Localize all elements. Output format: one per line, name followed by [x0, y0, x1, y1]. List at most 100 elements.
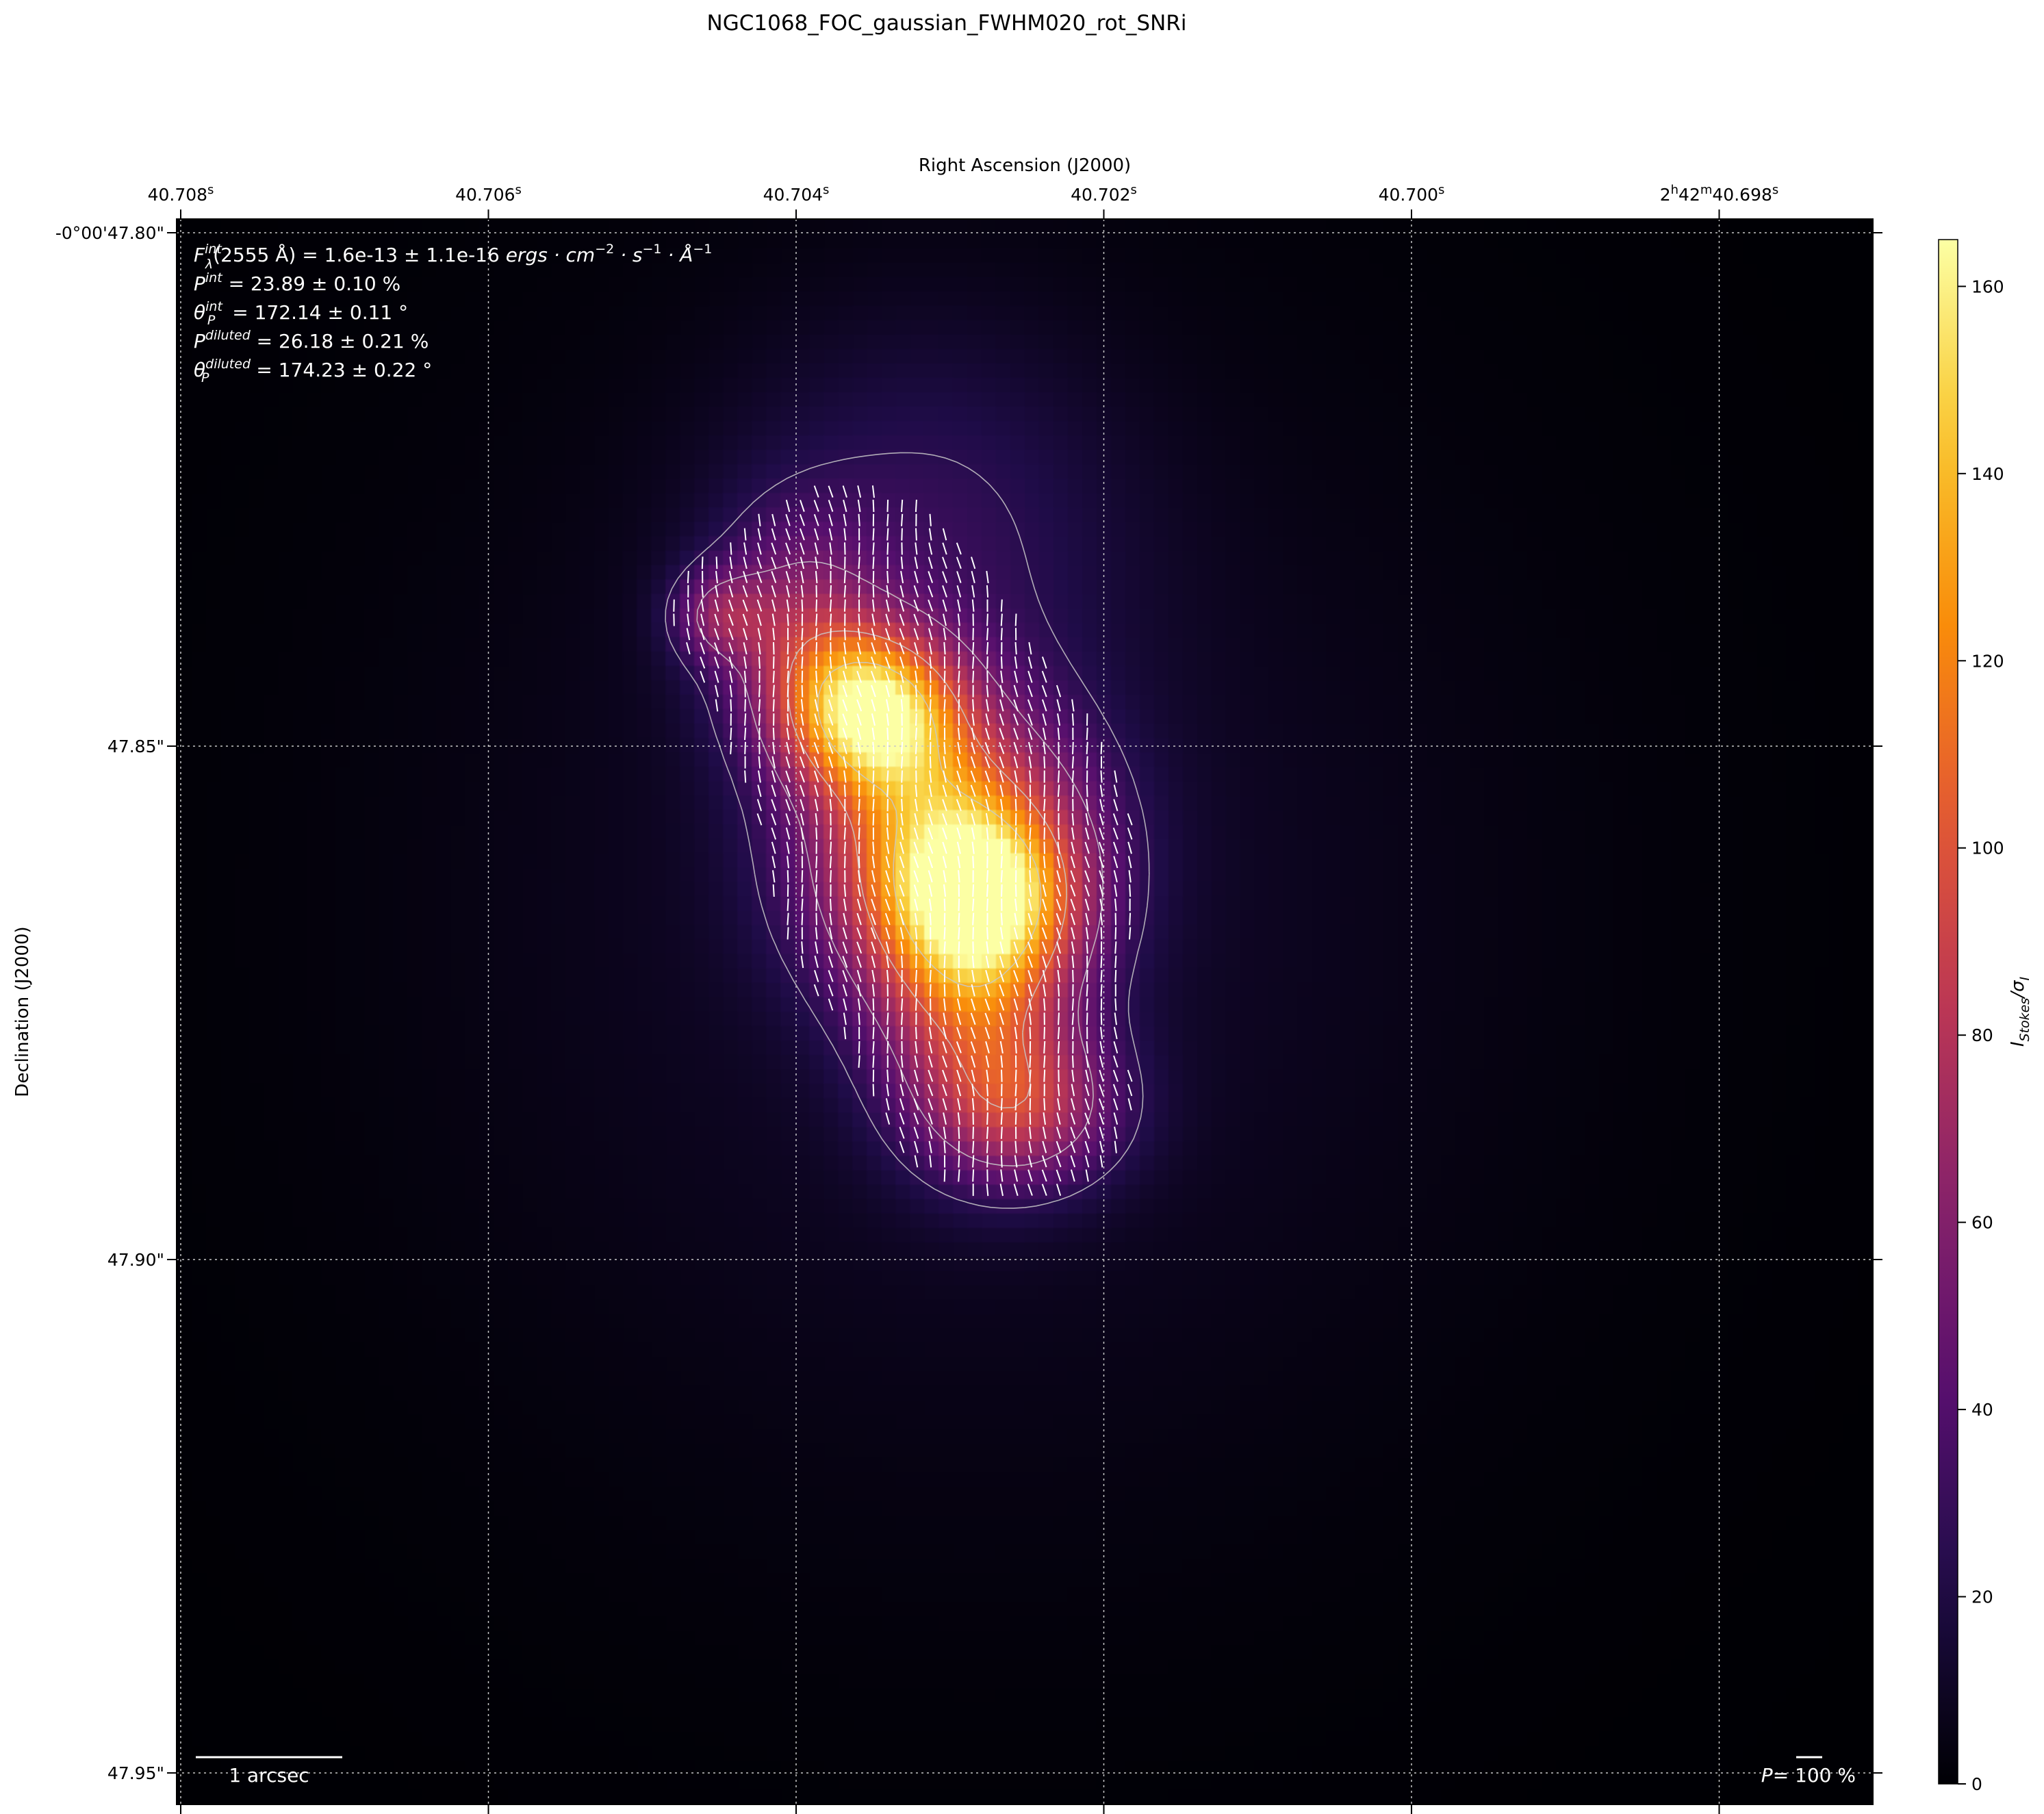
polarization-vector	[787, 927, 789, 940]
polarization-vector	[1041, 656, 1047, 669]
polarization-vector	[743, 542, 748, 555]
polarization-vector	[942, 1027, 947, 1040]
polarization-vector	[785, 499, 791, 512]
polarization-vector	[871, 699, 876, 712]
polarization-vector	[1027, 670, 1033, 683]
polarization-vector	[1114, 898, 1117, 911]
polarization-vector	[957, 741, 961, 754]
polarization-vector	[830, 827, 832, 840]
polarization-vector	[843, 670, 847, 683]
polarization-vector	[856, 713, 862, 726]
polarization-vector	[857, 884, 861, 897]
polarization-vector	[985, 799, 990, 812]
polarization-vector	[1058, 984, 1060, 997]
polarization-vector	[914, 1055, 919, 1068]
polarization-vector	[1027, 984, 1033, 997]
polarization-vector	[787, 670, 789, 683]
polarization-vector	[929, 756, 932, 769]
polarization-vector	[884, 656, 891, 669]
polarization-vector	[886, 1027, 889, 1040]
polarization-vector	[713, 642, 720, 654]
polarization-vector	[957, 1098, 961, 1111]
polarization-vector	[1028, 1012, 1032, 1025]
polarization-vector	[843, 499, 847, 512]
polarization-vector	[1056, 898, 1062, 911]
polarization-vector	[1085, 912, 1090, 925]
polarization-vector	[771, 542, 777, 555]
polarization-vector	[971, 813, 976, 826]
polarization-vector	[886, 1012, 889, 1025]
polarization-vector	[999, 685, 1004, 698]
polarization-vector	[871, 856, 876, 869]
polarization-vector	[915, 969, 917, 982]
polarization-vector	[1043, 998, 1046, 1011]
polarization-vector	[1041, 1155, 1047, 1168]
polarization-vector	[1014, 1140, 1017, 1153]
polarization-vector	[1013, 1184, 1019, 1197]
polarization-vector	[1057, 1027, 1060, 1040]
polarization-vector	[915, 927, 918, 940]
polarization-vector	[730, 542, 732, 555]
polarization-vector	[787, 613, 789, 626]
polarization-vector	[1001, 884, 1003, 897]
polarization-vector	[1086, 798, 1089, 812]
polarization-vector	[871, 969, 876, 982]
polarization-vector	[815, 870, 818, 883]
polarization-vector	[1028, 642, 1032, 655]
polarization-vector	[785, 528, 791, 541]
polarization-vector	[929, 912, 932, 925]
polarization-vector	[830, 628, 832, 641]
polarization-vector	[900, 699, 904, 712]
polarization-vector	[799, 756, 805, 769]
polarization-vector	[885, 856, 890, 869]
polarization-vector	[842, 728, 848, 740]
colorbar-gradient	[1938, 239, 1958, 1785]
polarization-vector	[956, 1055, 962, 1068]
polarization-vector	[899, 1140, 905, 1153]
polarization-vector	[1056, 1127, 1062, 1139]
polarization-vector	[1113, 1041, 1119, 1053]
polarization-vector	[914, 656, 919, 669]
polarization-vector	[714, 656, 719, 669]
polarization-vector	[971, 969, 975, 982]
polarization-vector	[929, 513, 932, 526]
polarization-vector	[970, 1027, 976, 1039]
polarization-vector	[1084, 1127, 1090, 1139]
polarization-vector	[900, 813, 904, 826]
polarization-vector	[914, 642, 919, 655]
polarization-vector	[913, 628, 919, 641]
polarization-vector	[1100, 741, 1103, 754]
polarization-vector	[813, 485, 819, 498]
polarization-vector	[1028, 998, 1032, 1011]
polarization-vector	[758, 685, 761, 698]
polarization-vector	[986, 628, 989, 641]
polarization-vector	[928, 1140, 932, 1153]
x-tick-label: 40.708s	[148, 183, 214, 205]
polarization-vector	[956, 998, 961, 1011]
polarization-vector	[828, 941, 833, 954]
polarization-vector	[928, 628, 933, 641]
polarization-vector	[971, 984, 975, 997]
polarization-vector	[872, 528, 875, 541]
polarization-vector	[999, 713, 1005, 726]
polarization-vector	[842, 741, 847, 754]
polarization-vector	[1112, 813, 1119, 826]
polarization-vector	[800, 741, 805, 754]
polarization-vector	[714, 670, 719, 683]
colorbar-tick-label: 40	[1971, 1400, 1993, 1420]
polarization-vector	[915, 741, 917, 754]
polarization-vector	[858, 827, 860, 840]
polarization-vector	[785, 770, 791, 783]
polarization-vector	[858, 856, 860, 869]
polarization-vector	[915, 499, 917, 512]
polarization-vector	[799, 513, 805, 526]
polarization-vector	[1127, 1069, 1133, 1082]
polarization-vector	[900, 557, 904, 570]
polarization-vector	[871, 628, 876, 641]
polarization-vector	[858, 557, 860, 570]
polarization-vector	[885, 927, 891, 940]
polarization-vector	[728, 599, 734, 612]
polarization-vector	[886, 813, 889, 826]
polarization-vector	[1058, 741, 1060, 754]
polarization-vector	[971, 1098, 975, 1111]
